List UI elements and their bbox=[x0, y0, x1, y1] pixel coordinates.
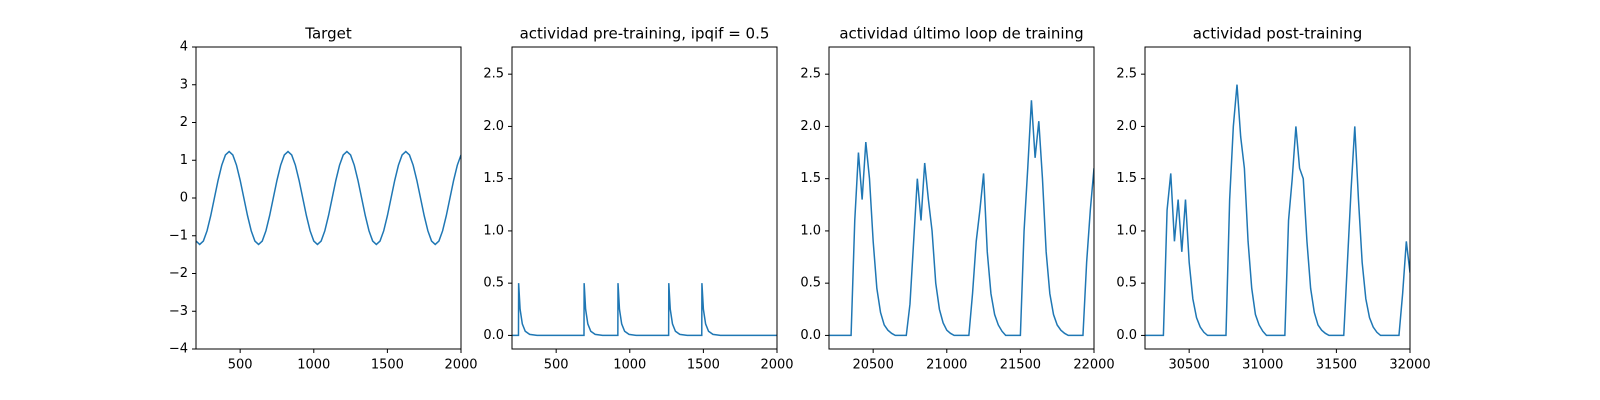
x-tick-label: 1500 bbox=[371, 358, 404, 373]
chart-title: actividad pre-training, ipqif = 0.5 bbox=[520, 25, 770, 43]
x-tick-label: 1000 bbox=[613, 358, 646, 373]
y-tick-label: 2.5 bbox=[483, 67, 504, 82]
y-tick-label: 1.0 bbox=[1116, 223, 1137, 238]
y-tick-label: 1.5 bbox=[1116, 171, 1137, 186]
y-tick-label: 1.0 bbox=[483, 223, 504, 238]
y-tick-label: 2.0 bbox=[483, 119, 504, 134]
x-tick-label: 21000 bbox=[926, 358, 967, 373]
x-tick-label: 30500 bbox=[1168, 358, 1209, 373]
y-tick-label: −4 bbox=[169, 342, 188, 357]
y-tick-label: 1.5 bbox=[800, 171, 821, 186]
x-tick-label: 32000 bbox=[1389, 358, 1430, 373]
y-tick-label: 0 bbox=[180, 191, 188, 206]
chart-title: actividad post-training bbox=[1193, 25, 1362, 43]
chart-title: Target bbox=[304, 25, 352, 43]
y-tick-label: 0.5 bbox=[800, 276, 821, 291]
y-tick-label: 1 bbox=[180, 153, 188, 168]
y-tick-label: 4 bbox=[180, 40, 188, 55]
x-tick-label: 31000 bbox=[1242, 358, 1283, 373]
x-tick-label: 2000 bbox=[760, 358, 793, 373]
x-tick-label: 20500 bbox=[852, 358, 893, 373]
y-tick-label: 1.5 bbox=[483, 171, 504, 186]
y-tick-label: −2 bbox=[169, 266, 188, 281]
y-tick-label: 2.0 bbox=[1116, 119, 1137, 134]
y-tick-label: 2.0 bbox=[800, 119, 821, 134]
axes-frame bbox=[511, 46, 778, 350]
x-tick-label: 21500 bbox=[1000, 358, 1041, 373]
y-tick-label: 0.5 bbox=[483, 276, 504, 291]
y-tick-label: 3 bbox=[180, 77, 188, 92]
y-tick-label: 0.0 bbox=[800, 328, 821, 343]
axes-frame bbox=[195, 46, 462, 350]
x-tick-label: 22000 bbox=[1073, 358, 1114, 373]
y-tick-label: −3 bbox=[169, 304, 188, 319]
y-tick-label: 0.5 bbox=[1116, 276, 1137, 291]
data-line bbox=[829, 100, 1094, 337]
axes-frame bbox=[1144, 46, 1411, 350]
data-line bbox=[512, 283, 777, 337]
chart-title: actividad último loop de training bbox=[839, 25, 1083, 43]
y-tick-label: 2 bbox=[180, 115, 188, 130]
data-line bbox=[1145, 84, 1410, 337]
x-tick-label: 31500 bbox=[1316, 358, 1357, 373]
x-tick-label: 2000 bbox=[444, 358, 477, 373]
x-tick-label: 1000 bbox=[297, 358, 330, 373]
axes-frame bbox=[828, 46, 1095, 350]
y-tick-label: 1.0 bbox=[800, 223, 821, 238]
y-tick-label: 2.5 bbox=[1116, 67, 1137, 82]
x-tick-label: 500 bbox=[228, 358, 253, 373]
data-line bbox=[196, 150, 461, 246]
y-tick-label: 0.0 bbox=[483, 328, 504, 343]
x-tick-label: 500 bbox=[544, 358, 569, 373]
y-tick-label: −1 bbox=[169, 228, 188, 243]
y-tick-label: 0.0 bbox=[1116, 328, 1137, 343]
x-tick-label: 1500 bbox=[687, 358, 720, 373]
y-tick-label: 2.5 bbox=[800, 67, 821, 82]
